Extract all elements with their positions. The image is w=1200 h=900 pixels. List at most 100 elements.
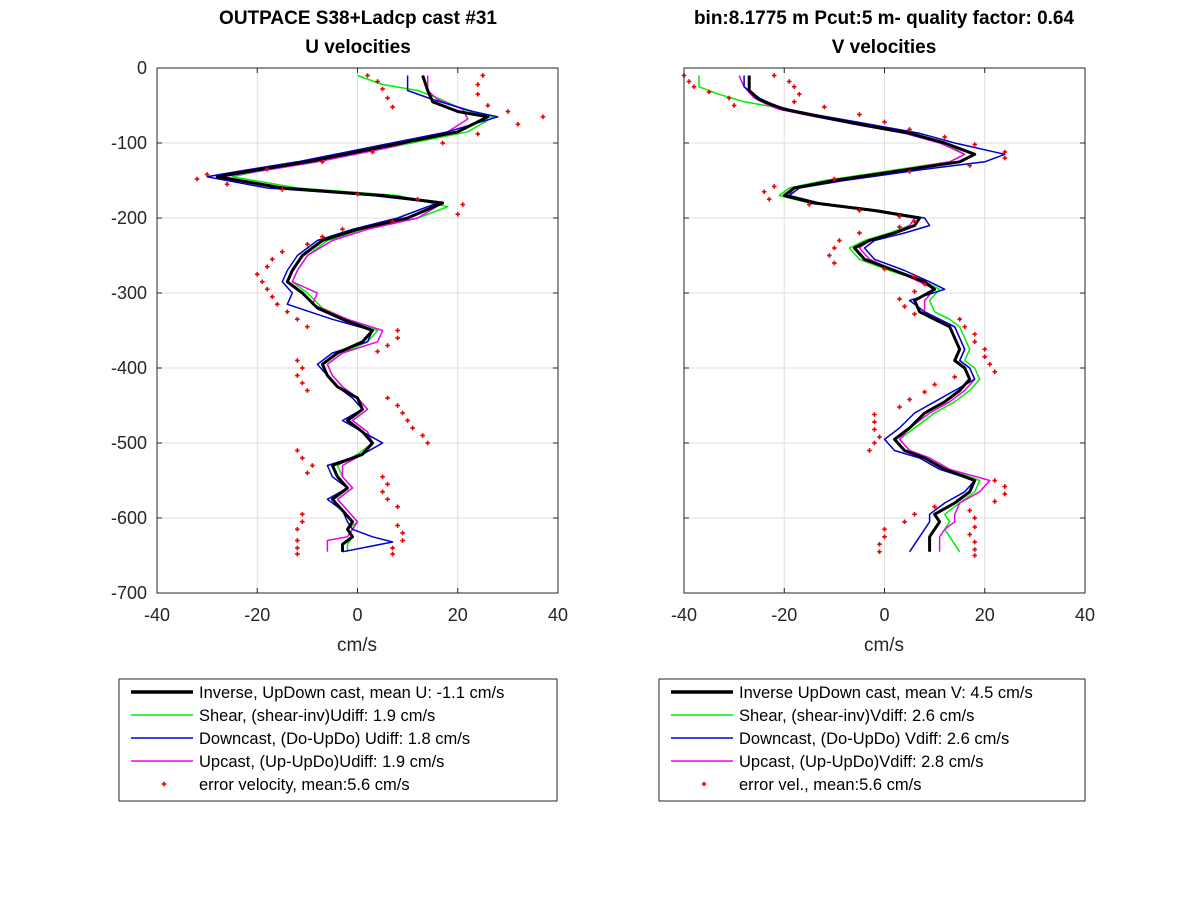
- v-error-point: [786, 79, 792, 84]
- v-error-point: [837, 238, 842, 243]
- u-error-point: [460, 202, 466, 207]
- u-upcast-series-line: [221, 75, 469, 552]
- v-error-point: [872, 440, 877, 446]
- v-error-point: [967, 532, 973, 537]
- u-error-point: [405, 418, 410, 423]
- v-error-point: [857, 230, 862, 236]
- v-error-point: [992, 499, 998, 504]
- u-ytick-label: -100: [111, 133, 147, 153]
- v-error-point: [922, 389, 927, 395]
- u-error-point: [300, 519, 305, 525]
- u-error-point: [295, 545, 300, 551]
- u-error-point: [455, 211, 461, 217]
- v-legend: Inverse UpDown cast, mean V: 4.5 cm/s She…: [658, 678, 1086, 802]
- v-xtick-label: 0: [879, 605, 889, 625]
- v-error-point: [982, 346, 988, 352]
- v-error-point: [771, 73, 777, 78]
- v-error-point: [992, 369, 998, 375]
- u-error-point: [305, 470, 310, 476]
- v-error-point: [907, 127, 912, 132]
- v-error-point: [972, 515, 978, 521]
- u-error-point: [400, 530, 405, 536]
- v-error-point: [796, 91, 802, 97]
- u-legend-box: [118, 678, 558, 802]
- v-error-point: [972, 339, 978, 345]
- v-error-point: [922, 281, 927, 287]
- u-error-point: [475, 91, 481, 97]
- u-error-point: [295, 373, 300, 378]
- v-error-point: [912, 289, 917, 294]
- v-error-point: [967, 508, 973, 513]
- v-velocity-panel: bin:8.1775 m Pcut:5 m- quality factor: 0…: [658, 8, 1095, 802]
- u-error-point: [475, 131, 481, 137]
- v-error-point: [771, 184, 777, 189]
- u-legend-upcast-label: Upcast, (Up-UpDo)Udiff: 1.9 cm/s: [199, 753, 444, 771]
- u-error-point: [540, 114, 546, 120]
- v-error-point: [912, 274, 917, 279]
- u-error-point: [395, 504, 400, 510]
- v-error-point: [882, 266, 887, 272]
- u-error-point: [254, 271, 260, 277]
- u-error-point: [194, 176, 200, 182]
- v-error-point: [982, 354, 988, 360]
- v-error-velocity-series: [681, 73, 1008, 558]
- v-error-point: [872, 419, 877, 425]
- v-error-point: [1002, 484, 1008, 489]
- u-title-line2: U velocities: [305, 37, 411, 58]
- u-error-point: [280, 249, 285, 255]
- v-xtick-label: -40: [671, 605, 697, 625]
- v-error-point: [907, 169, 912, 174]
- u-error-point: [320, 159, 325, 165]
- v-error-point: [706, 89, 712, 95]
- v-error-point: [932, 504, 937, 510]
- u-error-point: [305, 388, 310, 393]
- v-error-point: [832, 260, 837, 266]
- v-error-point: [1002, 491, 1008, 497]
- v-error-point: [962, 324, 967, 330]
- u-error-point: [390, 551, 395, 557]
- u-error-point: [259, 279, 265, 285]
- v-error-point: [942, 134, 947, 140]
- v-legend-inverse-label: Inverse UpDown cast, mean V: 4.5 cm/s: [739, 684, 1033, 702]
- v-error-point: [912, 511, 917, 517]
- u-error-point: [320, 234, 325, 240]
- v-error-point: [791, 84, 797, 90]
- u-legend-shear-label: Shear, (shear-inv)Udiff: 1.9 cm/s: [199, 707, 435, 725]
- u-error-point: [515, 121, 521, 127]
- v-legend-upcast-label: Upcast, (Up-UpDo)Vdiff: 2.8 cm/s: [739, 753, 984, 771]
- v-error-point: [907, 397, 912, 402]
- u-error-point: [295, 538, 300, 543]
- u-error-point: [485, 103, 491, 108]
- u-error-point: [395, 523, 400, 528]
- u-error-point: [380, 474, 385, 480]
- v-error-point: [932, 382, 937, 387]
- u-error-point: [440, 140, 446, 146]
- u-error-point: [204, 172, 210, 177]
- v-title-line2: V velocities: [832, 37, 937, 58]
- u-error-point: [300, 365, 305, 371]
- v-error-point: [857, 208, 862, 213]
- u-error-point: [395, 403, 400, 408]
- v-error-point: [1002, 155, 1008, 161]
- v-error-point: [987, 361, 993, 367]
- u-error-point: [264, 264, 270, 270]
- v-error-point: [822, 104, 827, 110]
- u-legend-downcast-label: Downcast, (Do-UpDo) Udiff: 1.8 cm/s: [199, 730, 470, 748]
- u-error-point: [275, 301, 280, 307]
- u-error-point: [295, 358, 300, 363]
- u-error-point: [385, 496, 390, 502]
- v-error-point: [686, 79, 692, 84]
- v-error-point: [912, 219, 917, 225]
- v-xlabel: cm/s: [864, 635, 904, 656]
- u-error-point: [300, 380, 305, 386]
- u-error-point: [295, 448, 300, 453]
- v-error-point: [902, 304, 907, 309]
- u-error-point: [420, 433, 425, 438]
- v-error-point: [832, 245, 837, 251]
- u-error-point: [505, 109, 511, 114]
- u-ytick-label: -200: [111, 208, 147, 228]
- v-error-point: [877, 434, 882, 440]
- u-error-point: [400, 410, 405, 416]
- v-error-point: [872, 427, 877, 432]
- u-legend-inverse-label: Inverse, UpDown cast, mean U: -1.1 cm/s: [199, 684, 504, 702]
